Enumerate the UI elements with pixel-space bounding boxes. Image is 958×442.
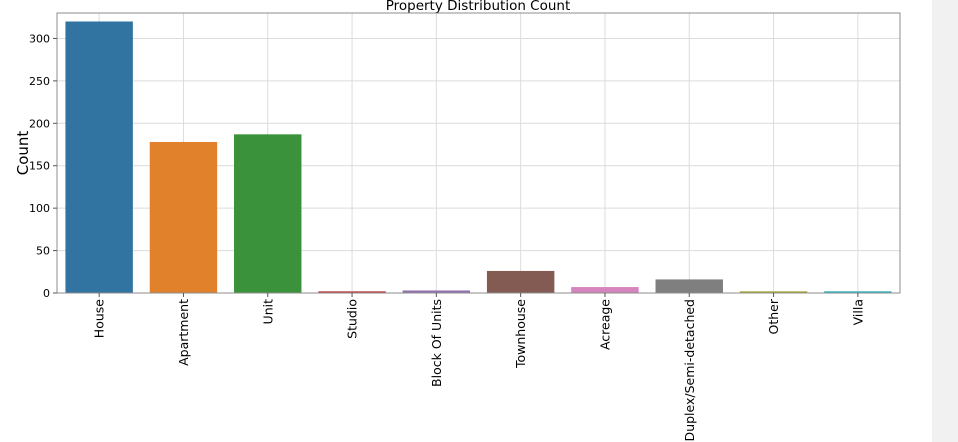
bar-acreage [571, 287, 639, 293]
y-tick-label: 0 [43, 287, 50, 300]
y-tick-label: 100 [29, 202, 50, 215]
y-tick-label: 300 [29, 32, 50, 45]
x-tick-label: Acreage [597, 299, 612, 350]
chart-title: Property Distribution Count [386, 0, 571, 14]
x-axis: House Apartment Unit Studio Block Of Units To… [92, 293, 865, 441]
plot-frame [56, 12, 901, 294]
x-tick-label: Block Of Units [429, 299, 444, 387]
bar-other [739, 291, 808, 293]
y-tick-label: 250 [29, 75, 50, 88]
x-tick-label: Studio [345, 299, 360, 339]
x-tick-label: House [92, 299, 107, 338]
y-tick-label: 50 [36, 245, 50, 258]
y-axis: 0 50 100 150 200 250 300 [29, 32, 57, 300]
y-tick-label: 200 [29, 117, 50, 130]
x-tick-label: Apartment [176, 299, 191, 366]
bar-duplex-semi-detached [655, 279, 723, 293]
bar-townhouse [486, 270, 555, 293]
x-tick-label: Duplex/Semi-detached [682, 299, 697, 441]
bar-apartment [149, 141, 218, 293]
x-tick-label: Townhouse [513, 299, 528, 369]
page-side-strip [932, 0, 958, 442]
bar-studio [318, 291, 386, 293]
bars [65, 21, 892, 293]
bar-house [65, 21, 133, 293]
bar-unit [234, 134, 302, 293]
bar-block-of-units [402, 290, 471, 293]
x-tick-label: Villa [850, 299, 865, 325]
y-axis-label: Count [14, 131, 32, 176]
x-tick-label: Other [766, 298, 781, 334]
x-tick-label: Unit [260, 299, 275, 325]
bar-villa [824, 291, 892, 293]
y-tick-label: 150 [29, 160, 50, 173]
